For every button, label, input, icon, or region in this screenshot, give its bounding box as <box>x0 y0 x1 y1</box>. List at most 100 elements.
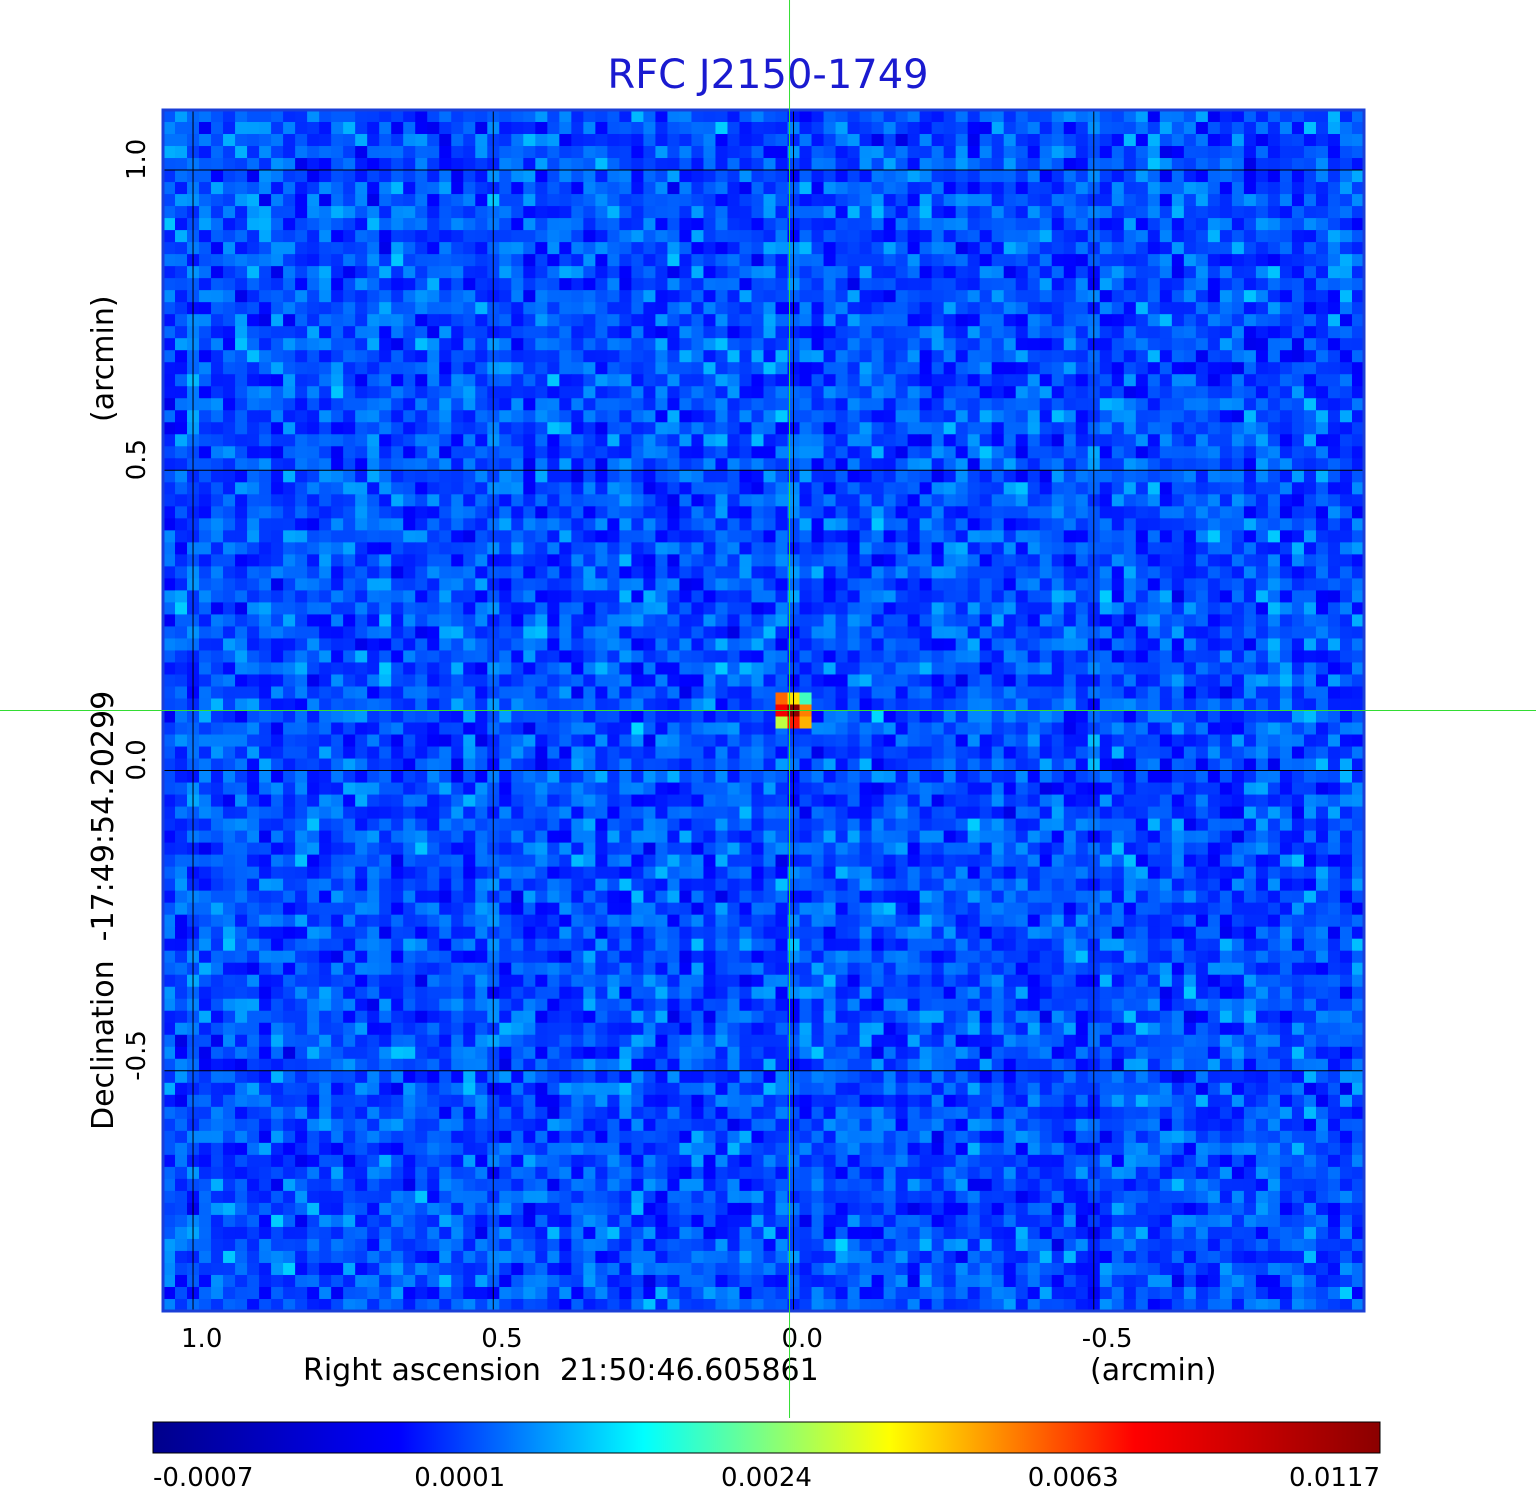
noise-pixel <box>895 230 909 243</box>
noise-pixel <box>1327 134 1341 147</box>
noise-pixel <box>1171 686 1185 700</box>
noise-pixel <box>1099 230 1113 243</box>
noise-pixel <box>271 626 284 640</box>
noise-pixel <box>1195 242 1209 255</box>
noise-pixel <box>943 530 957 543</box>
noise-pixel <box>211 194 224 207</box>
noise-pixel <box>163 506 176 519</box>
noise-pixel <box>235 134 248 147</box>
noise-pixel <box>235 554 248 567</box>
noise-pixel <box>1291 254 1305 267</box>
noise-pixel <box>319 158 332 171</box>
noise-pixel <box>703 506 717 519</box>
noise-pixel <box>715 434 729 447</box>
noise-pixel <box>775 242 789 255</box>
noise-pixel <box>247 614 260 628</box>
noise-pixel <box>1231 578 1245 591</box>
noise-pixel <box>319 698 332 712</box>
noise-pixel <box>871 122 885 135</box>
noise-pixel <box>571 170 584 183</box>
noise-pixel <box>631 590 644 604</box>
noise-pixel <box>355 206 368 219</box>
noise-pixel <box>547 506 560 519</box>
noise-pixel <box>343 182 356 195</box>
noise-pixel <box>691 506 705 519</box>
noise-pixel <box>571 302 584 315</box>
noise-pixel <box>967 650 981 664</box>
noise-pixel <box>1027 218 1041 231</box>
noise-pixel <box>1135 506 1149 519</box>
noise-pixel <box>571 218 584 231</box>
noise-pixel <box>415 242 428 255</box>
noise-pixel <box>799 290 813 303</box>
noise-pixel <box>415 542 428 555</box>
noise-pixel <box>247 266 260 279</box>
noise-pixel <box>499 662 512 676</box>
noise-pixel <box>883 266 897 279</box>
noise-pixel <box>1111 182 1125 195</box>
noise-pixel <box>1063 542 1077 555</box>
noise-pixel <box>1339 110 1353 123</box>
noise-pixel <box>679 194 693 207</box>
noise-pixel <box>1159 566 1173 579</box>
noise-pixel <box>199 458 212 471</box>
noise-pixel <box>415 146 428 159</box>
noise-pixel <box>871 470 885 483</box>
noise-pixel <box>595 674 608 688</box>
noise-pixel <box>1111 626 1125 640</box>
noise-pixel <box>175 398 188 411</box>
noise-pixel <box>607 362 620 375</box>
noise-pixel <box>343 446 356 459</box>
noise-pixel <box>1255 218 1269 231</box>
noise-pixel <box>367 314 380 327</box>
noise-pixel <box>691 266 705 279</box>
noise-pixel <box>1279 542 1293 555</box>
noise-pixel <box>547 326 560 339</box>
noise-pixel <box>331 134 344 147</box>
noise-pixel <box>1207 230 1221 243</box>
noise-pixel <box>1291 470 1305 483</box>
noise-pixel <box>1027 146 1041 159</box>
noise-pixel <box>439 326 452 339</box>
noise-pixel <box>1195 194 1209 207</box>
noise-pixel <box>1255 146 1269 159</box>
noise-pixel <box>751 590 765 604</box>
noise-pixel <box>211 446 224 459</box>
noise-pixel <box>991 542 1005 555</box>
noise-pixel <box>943 350 957 363</box>
noise-pixel <box>1135 638 1149 652</box>
noise-pixel <box>535 446 548 459</box>
noise-pixel <box>667 146 681 159</box>
noise-pixel <box>1147 374 1161 387</box>
noise-pixel <box>319 506 332 519</box>
noise-pixel <box>739 530 753 543</box>
noise-pixel <box>1291 350 1305 363</box>
noise-pixel <box>1267 218 1281 231</box>
noise-pixel <box>1051 266 1065 279</box>
noise-pixel <box>271 146 284 159</box>
noise-pixel <box>175 242 188 255</box>
noise-pixel <box>667 374 681 387</box>
noise-pixel <box>1195 410 1209 423</box>
noise-pixel <box>1051 578 1065 591</box>
noise-pixel <box>571 446 584 459</box>
noise-pixel <box>823 326 837 339</box>
noise-pixel <box>703 326 717 339</box>
noise-pixel <box>1339 494 1353 507</box>
noise-pixel <box>523 338 536 351</box>
noise-pixel <box>199 602 212 616</box>
noise-pixel <box>1315 194 1329 207</box>
noise-pixel <box>535 686 548 700</box>
noise-pixel <box>1339 182 1353 195</box>
noise-pixel <box>1171 326 1185 339</box>
noise-pixel <box>199 626 212 640</box>
noise-pixel <box>619 458 632 471</box>
noise-pixel <box>811 314 825 327</box>
noise-pixel <box>835 518 849 531</box>
noise-pixel <box>259 662 272 676</box>
noise-pixel <box>1039 290 1053 303</box>
noise-pixel <box>499 626 512 640</box>
noise-pixel <box>595 530 608 543</box>
noise-pixel <box>619 194 632 207</box>
noise-pixel <box>391 194 404 207</box>
